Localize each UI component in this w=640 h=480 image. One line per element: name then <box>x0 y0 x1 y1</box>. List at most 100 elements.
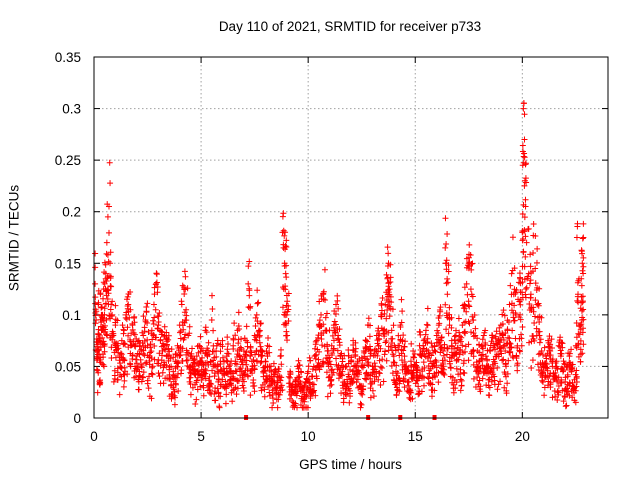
data-point <box>487 368 494 375</box>
data-point <box>155 313 162 320</box>
data-point <box>513 287 520 294</box>
data-point <box>396 380 403 387</box>
data-point <box>578 248 585 255</box>
data-point <box>440 352 447 359</box>
data-point <box>352 339 359 346</box>
data-point <box>210 327 217 334</box>
data-point <box>335 336 342 343</box>
data-point <box>283 262 290 269</box>
y-tick-label: 0.05 <box>55 359 81 374</box>
data-point <box>140 332 147 339</box>
data-point <box>313 375 320 382</box>
data-point <box>186 330 193 337</box>
data-point <box>200 392 207 399</box>
data-point <box>578 293 585 300</box>
data-point <box>202 375 209 382</box>
data-point <box>103 331 110 338</box>
data-point <box>370 393 377 400</box>
data-point <box>406 394 413 401</box>
data-point <box>327 361 334 368</box>
data-point <box>554 388 561 395</box>
data-point <box>421 352 428 359</box>
data-point <box>266 349 273 356</box>
data-point <box>577 358 584 365</box>
data-point <box>94 389 101 396</box>
data-point <box>470 361 477 368</box>
data-point <box>322 314 329 321</box>
data-point <box>324 359 331 366</box>
data-point <box>121 340 128 347</box>
data-point <box>211 391 218 398</box>
data-point <box>441 371 448 378</box>
data-point <box>283 311 290 318</box>
data-point <box>440 370 447 377</box>
y-tick-label: 0 <box>73 411 81 426</box>
data-point <box>470 317 477 324</box>
data-point <box>266 343 273 350</box>
data-point <box>527 291 534 298</box>
data-point <box>95 299 102 306</box>
data-point <box>449 379 456 386</box>
data-point <box>334 297 341 304</box>
data-point <box>429 349 436 356</box>
data-point <box>451 345 458 352</box>
data-point <box>394 387 401 394</box>
data-point <box>239 382 246 389</box>
data-point <box>508 270 515 277</box>
data-point <box>230 346 237 353</box>
data-point <box>499 311 506 318</box>
data-point <box>179 282 186 289</box>
data-point <box>468 266 475 273</box>
data-point <box>404 367 411 374</box>
data-point <box>240 387 247 394</box>
data-point <box>577 337 584 344</box>
data-point <box>482 339 489 346</box>
data-point <box>474 374 481 381</box>
data-point <box>438 334 445 341</box>
x-tick-label: 10 <box>301 429 316 444</box>
data-point <box>334 292 341 299</box>
data-point <box>403 363 410 370</box>
data-point <box>465 341 472 348</box>
data-point <box>337 364 344 371</box>
data-point <box>352 353 359 360</box>
data-point <box>92 250 99 257</box>
data-point <box>154 283 161 290</box>
data-point <box>282 229 289 236</box>
data-point <box>246 258 253 265</box>
data-point <box>519 211 526 218</box>
data-point <box>101 305 108 312</box>
data-point <box>383 315 390 322</box>
data-point <box>552 393 559 400</box>
data-point <box>107 260 114 267</box>
data-point <box>251 366 258 373</box>
data-point <box>505 319 512 326</box>
data-point <box>436 306 443 313</box>
data-point <box>414 364 421 371</box>
data-point <box>320 358 327 365</box>
data-point <box>208 292 215 299</box>
data-point <box>110 378 117 385</box>
data-point <box>440 363 447 370</box>
data-point <box>471 312 478 319</box>
data-point <box>420 374 427 381</box>
data-point <box>120 327 127 334</box>
data-point <box>277 346 284 353</box>
data-point <box>225 363 232 370</box>
x-tick-label: 0 <box>90 429 98 444</box>
data-point <box>544 365 551 372</box>
data-point <box>97 323 104 330</box>
data-point <box>468 329 475 336</box>
data-point <box>336 339 343 346</box>
x-tick-label: 20 <box>515 429 530 444</box>
data-point <box>470 375 477 382</box>
data-point <box>178 301 185 308</box>
data-point <box>461 348 468 355</box>
data-point <box>455 315 462 322</box>
data-point <box>533 259 540 266</box>
data-point <box>96 380 103 387</box>
data-point <box>386 286 393 293</box>
data-point <box>365 315 372 322</box>
data-point <box>507 348 514 355</box>
data-point <box>538 377 545 384</box>
